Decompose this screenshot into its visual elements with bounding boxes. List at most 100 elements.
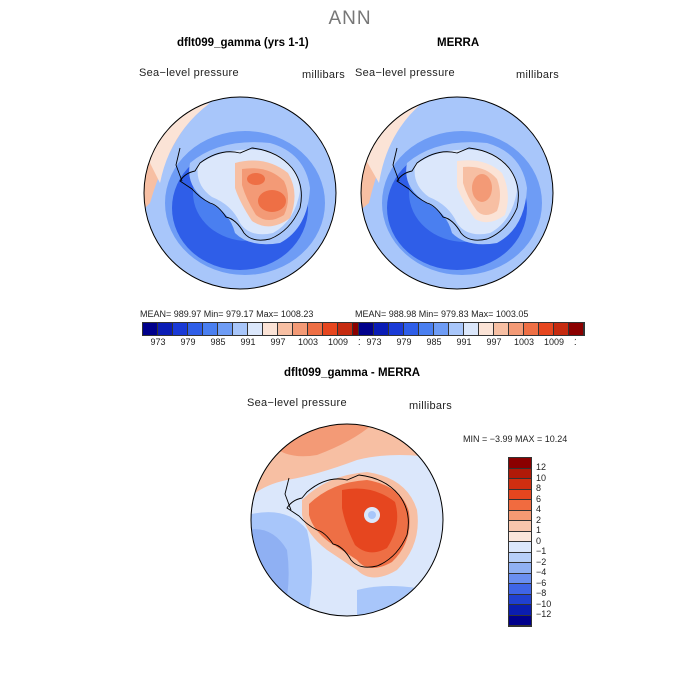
diff-colorbar [508, 457, 532, 627]
colorbar-swatch [233, 323, 248, 335]
colorbar-swatch [278, 323, 293, 335]
colorbar-swatch [143, 323, 158, 335]
colorbar-swatch [374, 323, 389, 335]
colorbar-tick-label: 997 [486, 337, 501, 347]
panel2-units-label: millibars [516, 69, 560, 81]
colorbar-swatch [188, 323, 203, 335]
diff-units-label: millibars [409, 400, 453, 412]
colorbar-swatch [293, 323, 308, 335]
diff-antarctica-outline [286, 474, 409, 568]
colorbar-swatch [509, 552, 531, 563]
colorbar-swatch [509, 594, 531, 605]
colorbar-swatch [509, 605, 531, 616]
colorbar-swatch [509, 510, 531, 521]
colorbar-tick-label: −10 [536, 598, 552, 609]
colorbar-swatch [509, 542, 531, 553]
colorbar-swatch [248, 323, 263, 335]
panel2-field-label: Sea−level pressure [355, 67, 455, 79]
colorbar-swatch [323, 323, 338, 335]
colorbar-swatch [539, 323, 554, 335]
diff-title: dflt099_gamma - MERRA [284, 367, 421, 379]
colorbar-tick-label: 1 [536, 525, 542, 535]
colorbar-swatch [509, 458, 531, 469]
colorbar-swatch [419, 323, 434, 335]
colorbar-swatch [509, 531, 531, 542]
colorbar-tick-label: 973 [150, 337, 165, 347]
colorbar-tick-label: 10 [536, 472, 547, 483]
colorbar-swatch [569, 323, 584, 335]
colorbar-swatch [479, 323, 494, 335]
colorbar-tick-label: 4 [536, 504, 542, 514]
colorbar-tick-label: 1009 [544, 337, 564, 347]
colorbar-tick-label: 973 [366, 337, 381, 347]
colorbar-swatch [524, 323, 539, 335]
colorbar-tick-label: 991 [456, 337, 471, 347]
colorbar-swatch [434, 323, 449, 335]
colorbar-swatch [509, 573, 531, 584]
colorbar-tick-label: 1009 [328, 337, 348, 347]
colorbar-swatch [308, 323, 323, 335]
colorbar-swatch [509, 323, 524, 335]
colorbar-swatch [338, 323, 353, 335]
colorbar-swatch [554, 323, 569, 335]
panel2-colorbar [358, 322, 585, 336]
colorbar-swatch [509, 563, 531, 574]
colorbar-tick-label: −12 [536, 609, 552, 619]
panel2-title: MERRA [437, 37, 480, 49]
colorbar-swatch [359, 323, 374, 335]
colorbar-swatch [263, 323, 278, 335]
colorbar-tick-label: 12 [536, 462, 547, 472]
colorbar-swatch [509, 500, 531, 511]
colorbar-tick-label: 1003 [514, 337, 534, 347]
colorbar-swatch [203, 323, 218, 335]
colorbar-tick-label: 979 [180, 337, 195, 347]
colorbar-swatch [494, 323, 509, 335]
colorbar-tick-label: 985 [426, 337, 441, 347]
colorbar-tick-label: 991 [240, 337, 255, 347]
colorbar-tick-label: 6 [536, 493, 542, 504]
colorbar-tick-label: 979 [396, 337, 411, 347]
colorbar-swatch [509, 479, 531, 490]
panel1-antarctica-outline [179, 147, 302, 241]
colorbar-swatch [158, 323, 173, 335]
colorbar-swatch [464, 323, 479, 335]
panel1-field-label: Sea−level pressure [139, 67, 239, 79]
panel1-units-label: millibars [302, 69, 346, 81]
colorbar-swatch [509, 584, 531, 595]
panel1-map [143, 96, 337, 290]
colorbar-tick-label: −1 [536, 546, 547, 556]
panel1-title: dflt099_gamma (yrs 1-1) [177, 37, 309, 49]
panel1-colorbar [142, 322, 369, 336]
colorbar-swatch [509, 468, 531, 479]
colorbar-tick-label: −6 [536, 577, 547, 588]
panel2-stats: MEAN= 988.98 Min= 979.83 Max= 1003.05 [355, 309, 529, 319]
diff-colorbar-labels: 12 10 8 6 4 2 1 0 −1 −2 −4 −6 −8 −10 −12 [536, 462, 551, 620]
colorbar-tick-label: 2 [536, 514, 542, 525]
colorbar-swatch [509, 489, 531, 500]
colorbar-swatch [404, 323, 419, 335]
diff-map [250, 423, 444, 617]
colorbar-tick-label: 997 [270, 337, 285, 347]
panel2-map [360, 96, 554, 290]
panel1-colorbar-ticks: 973 979 985 991 997 1003 1009 1015 [150, 337, 360, 347]
colorbar-swatch [449, 323, 464, 335]
diff-stats: MIN = −3.99 MAX = 10.24 [463, 434, 568, 444]
colorbar-swatch [509, 521, 531, 532]
colorbar-tick-label: 1015 [358, 337, 360, 347]
colorbar-tick-label: 1003 [298, 337, 318, 347]
colorbar-tick-label: 0 [536, 535, 542, 546]
colorbar-swatch [173, 323, 188, 335]
diff-field-label: Sea−level pressure [247, 397, 347, 409]
colorbar-swatch [389, 323, 404, 335]
colorbar-tick-label: 1015 [574, 337, 576, 347]
colorbar-tick-label: 985 [210, 337, 225, 347]
panel2-colorbar-ticks: 973 979 985 991 997 1003 1009 1015 [366, 337, 576, 347]
colorbar-tick-label: −8 [536, 588, 547, 598]
main-title: ANN [328, 8, 372, 29]
colorbar-tick-label: −4 [536, 567, 547, 577]
colorbar-tick-label: 8 [536, 483, 542, 493]
panel1-stats: MEAN= 989.97 Min= 979.17 Max= 1008.23 [140, 309, 314, 319]
colorbar-swatch [218, 323, 233, 335]
colorbar-swatch [509, 615, 531, 626]
colorbar-tick-label: −2 [536, 556, 547, 567]
